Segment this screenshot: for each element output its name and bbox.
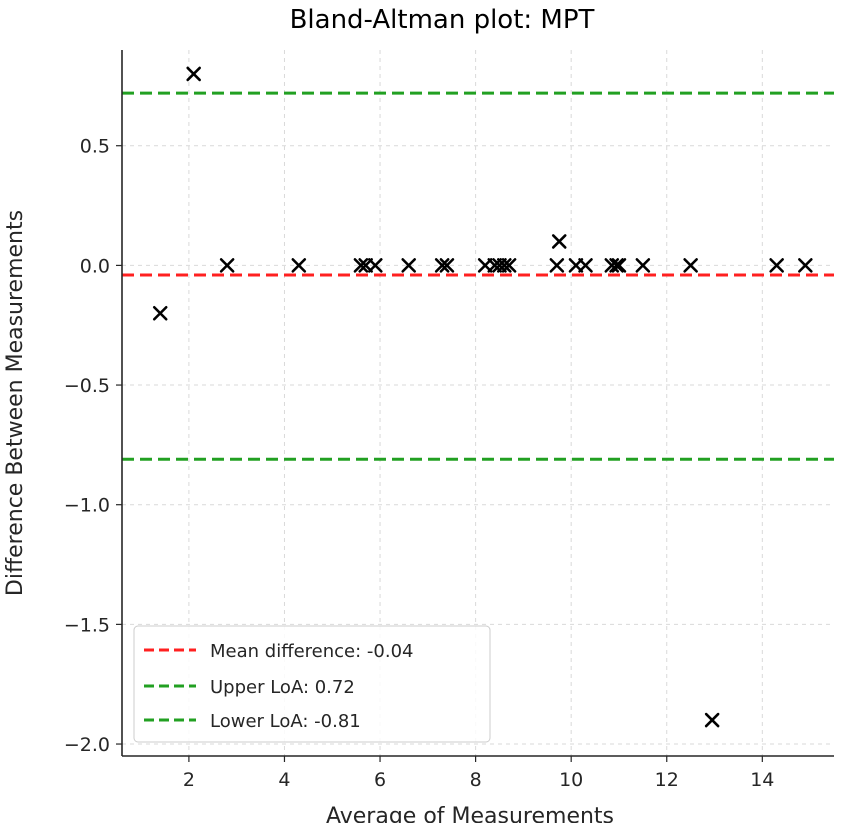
legend-box [133, 625, 491, 743]
data-point [353, 258, 369, 273]
data-point [704, 712, 720, 728]
reference-lines [122, 91, 834, 461]
data-point [496, 258, 512, 273]
y-tick-label: 0.0 [80, 255, 110, 277]
data-points [152, 66, 813, 728]
data-point [609, 258, 624, 273]
y-tick-label: −1.5 [64, 614, 110, 636]
data-point [611, 258, 627, 273]
data-point [769, 258, 784, 273]
legend-label: Upper LoA: 0.72 [210, 677, 355, 698]
x-tick-label: 2 [183, 769, 195, 791]
legend-label: Mean difference: -0.04 [210, 641, 413, 662]
x-tick-label: 8 [470, 769, 482, 791]
data-point [401, 258, 417, 273]
y-tick-label: −1.0 [64, 495, 110, 517]
data-point [551, 234, 567, 249]
chart-title: Bland-Altman plot: MPT [290, 5, 595, 35]
data-point [291, 258, 307, 273]
data-point [798, 258, 813, 273]
x-tick-label: 6 [374, 769, 386, 791]
data-point [152, 305, 168, 321]
legend-label: Lower LoA: -0.81 [210, 711, 361, 732]
legend: Mean difference: -0.04 Upper LoA: 0.72 Low… [133, 625, 491, 743]
x-tick-label: 4 [278, 769, 290, 791]
x-tick-label: 12 [655, 769, 679, 791]
data-point [578, 258, 593, 273]
data-point [186, 66, 201, 82]
grid-lines [122, 50, 834, 756]
y-tick-label: −0.5 [64, 375, 110, 397]
data-point [549, 258, 565, 273]
y-tick-label: 0.5 [80, 136, 110, 158]
data-point [434, 258, 450, 273]
x-axis-label: Average of Measurements [326, 804, 614, 823]
data-point [439, 258, 455, 273]
data-point [635, 258, 651, 273]
y-tick-group: 0.5 0.0 −0.5 −1.0 −1.5 −2.0 [64, 136, 122, 756]
x-tick-label: 14 [750, 769, 774, 791]
x-tick-group: 2 4 6 8 10 12 14 [183, 756, 774, 791]
y-tick-label: −2.0 [64, 734, 110, 756]
data-point [367, 258, 383, 273]
data-point [501, 258, 517, 273]
data-point [683, 258, 698, 273]
x-tick-label: 10 [559, 769, 583, 791]
data-point [219, 258, 235, 273]
y-axis-label: Difference Between Measurements [3, 210, 28, 596]
